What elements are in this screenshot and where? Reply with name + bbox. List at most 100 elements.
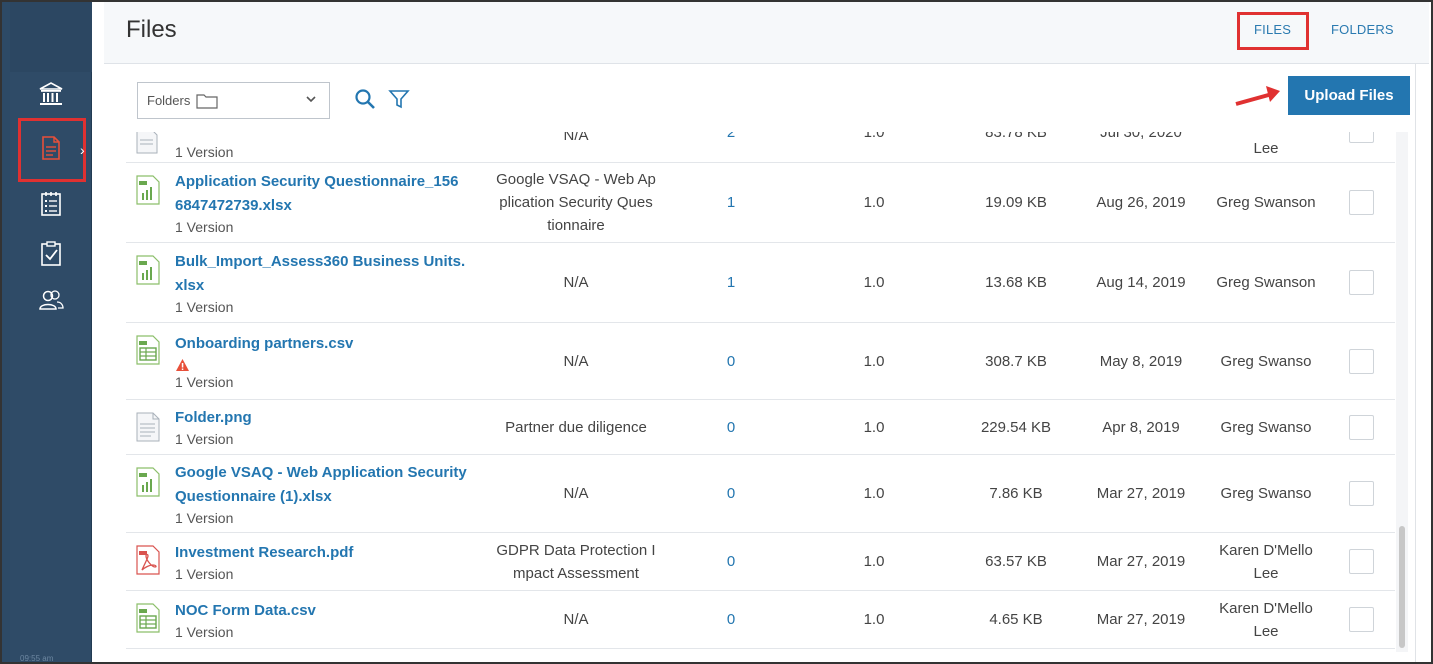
file-name-link[interactable]: Application Security Questionnaire_156 — [175, 172, 459, 190]
size-cell: 308.7 KB — [985, 352, 1047, 370]
scrollbar-thumb[interactable] — [1399, 526, 1405, 648]
assessment-text: plication Security Ques — [499, 194, 653, 211]
pdf-file-icon — [136, 545, 160, 575]
size-cell: 19.09 KB — [985, 194, 1047, 211]
count-link[interactable]: 0 — [726, 352, 736, 370]
file-name-link[interactable]: Onboarding partners.csv — [175, 334, 354, 352]
table-row[interactable]: Onboarding partners.csv 1 Version N/A 0 … — [126, 323, 1395, 400]
file-version: 1 Version — [175, 144, 234, 160]
file-name-link[interactable]: Bulk_Import_Assess360 Business Units. — [175, 252, 466, 270]
select-checkbox[interactable] — [1348, 549, 1374, 574]
sidebar-item-bank[interactable] — [10, 72, 92, 116]
file-version: 1 Version — [175, 565, 234, 582]
file-name-link-cont[interactable]: xlsx — [175, 276, 205, 294]
select-checkbox-cell — [1348, 132, 1374, 162]
clipboard-check-icon — [41, 241, 61, 266]
select-checkbox[interactable] — [1348, 607, 1374, 632]
chevron-down-icon — [306, 96, 316, 103]
chevron-right-icon[interactable]: › — [80, 142, 85, 158]
table-row[interactable]: Investment Research.pdf 1 Version GDPR D… — [126, 533, 1395, 591]
file-type-cell — [136, 323, 162, 399]
table-row[interactable]: Google VSAQ - Web Application Security Q… — [126, 455, 1395, 533]
file-name-link[interactable]: Investment Research.pdf — [175, 543, 354, 561]
count-link[interactable]: 2 — [726, 132, 736, 141]
select-checkbox-cell — [1348, 243, 1374, 322]
table-row[interactable]: NOC Form Data.csv 1 Version N/A 0 1.0 4.… — [126, 591, 1395, 649]
search-icon[interactable] — [354, 88, 376, 110]
count-link[interactable]: 0 — [726, 418, 736, 436]
version-cell: 1.0 — [863, 274, 885, 291]
sidebar-item-documents[interactable] — [10, 126, 92, 170]
sidebar-item-assessments[interactable] — [10, 231, 92, 275]
sidebar: › — [10, 2, 92, 663]
select-checkbox[interactable] — [1348, 190, 1374, 215]
folder-select[interactable]: Folders — [137, 82, 330, 119]
version-cell: 1.0 — [863, 611, 885, 628]
main-panel: Files FILES FOLDERS Folders — [92, 2, 1431, 662]
tab-folders[interactable]: FOLDERS — [1331, 22, 1394, 37]
scrollbar-track[interactable] — [1396, 132, 1408, 652]
warning-icon[interactable] — [175, 358, 190, 372]
file-name-link[interactable]: Google VSAQ - Web Application Security — [175, 463, 467, 481]
count-link[interactable]: 0 — [726, 485, 736, 502]
csv-file-icon — [136, 603, 160, 633]
owner-cell: Karen D'Mello Lee — [1206, 533, 1326, 590]
select-checkbox[interactable] — [1348, 481, 1374, 506]
owner-text: Lee — [1253, 564, 1279, 582]
version-cell: 1.0 — [863, 194, 885, 211]
files-tab-highlight — [1237, 12, 1309, 50]
select-checkbox[interactable] — [1348, 348, 1374, 374]
select-checkbox-cell — [1348, 163, 1374, 242]
select-checkbox[interactable] — [1348, 270, 1374, 295]
file-version: 1 Version — [175, 373, 234, 390]
date-cell: Aug 26, 2019 — [1096, 194, 1186, 211]
owner-cell: Greg Swanso — [1220, 418, 1312, 436]
assessment-cell: N/A — [563, 132, 589, 144]
assessment-cell: N/A — [563, 274, 589, 291]
document-icon — [42, 136, 60, 160]
date-cell: Apr 8, 2019 — [1102, 418, 1180, 436]
table-row[interactable]: Application Security Questionnaire_156 6… — [126, 163, 1395, 243]
table-row[interactable]: Bulk_Import_Assess360 Business Units. xl… — [126, 243, 1395, 323]
filter-icon[interactable] — [388, 88, 410, 110]
select-checkbox-cell — [1348, 533, 1374, 590]
sidebar-item-users[interactable] — [10, 278, 92, 322]
upload-files-button[interactable]: Upload Files — [1288, 76, 1410, 115]
version-cell: 1.0 — [863, 132, 885, 141]
active-nav-highlight — [18, 118, 86, 182]
count-link[interactable]: 0 — [726, 553, 736, 570]
owner-cell: Greg Swanson — [1216, 194, 1316, 211]
select-checkbox[interactable] — [1348, 132, 1374, 143]
size-cell: 83.78 KB — [985, 132, 1047, 141]
count-link[interactable]: 1 — [726, 274, 736, 291]
count-link[interactable]: 0 — [726, 611, 736, 628]
size-cell: 13.68 KB — [985, 274, 1047, 291]
date-cell: May 8, 2019 — [1099, 352, 1183, 370]
owner-cell: Greg Swanso — [1220, 485, 1312, 502]
file-name-cell: Folder.png 1 Version — [175, 400, 475, 454]
tab-files[interactable]: FILES — [1254, 22, 1292, 37]
assessment-text: Google VSAQ - Web Ap — [496, 171, 656, 188]
table-row[interactable]: 1 Version N/A 2 1.0 83.78 KB Jul 30, 202… — [126, 132, 1395, 163]
count-link[interactable]: 1 — [726, 194, 736, 211]
page-title: Files — [126, 16, 177, 43]
file-name-link[interactable]: NOC Form Data.csv — [175, 601, 316, 619]
file-name-link-cont[interactable]: 6847472739.xlsx — [175, 196, 292, 214]
sidebar-header — [10, 2, 92, 72]
assessment-cell: N/A — [563, 352, 589, 370]
owner-cell: Karen D'Mello Lee — [1206, 591, 1326, 648]
file-name-link-cont[interactable]: Questionnaire (1).xlsx — [175, 487, 332, 505]
file-name-cell: Investment Research.pdf 1 Version — [175, 533, 475, 590]
file-name-link[interactable]: Folder.png — [175, 409, 252, 426]
file-name-cell: NOC Form Data.csv 1 Version — [175, 591, 475, 648]
select-checkbox[interactable] — [1348, 414, 1374, 440]
select-checkbox-cell — [1348, 400, 1374, 454]
clock-text: 09:55 am — [20, 654, 54, 663]
panel-border — [1415, 64, 1416, 662]
table-row[interactable]: Folder.png 1 Version Partner due diligen… — [126, 400, 1395, 455]
file-name-cell: 1 Version — [175, 132, 475, 162]
sidebar-item-checklist[interactable] — [10, 182, 92, 226]
owner-text: Karen D'Mello — [1219, 599, 1313, 617]
file-type-cell — [136, 455, 162, 532]
